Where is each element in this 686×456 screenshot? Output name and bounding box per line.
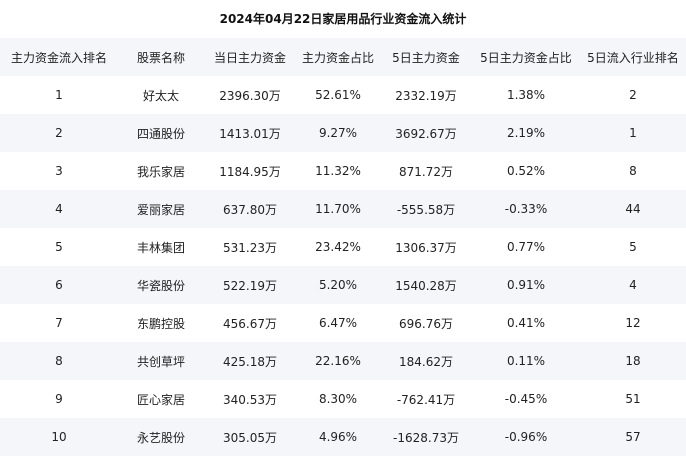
cell-stock-name: 匠心家居: [118, 380, 204, 418]
cell-rank: 7: [0, 304, 118, 342]
table-row: 5 丰林集团 531.23万 23.42% 1306.37万 0.77% 5: [0, 228, 686, 266]
cell-5day-industry-rank: 12: [580, 304, 686, 342]
header-5day-main-fund-ratio: 5日主力资金占比: [472, 38, 580, 76]
header-inflow-rank: 主力资金流入排名: [0, 38, 118, 76]
cell-main-fund-ratio: 8.30%: [296, 380, 380, 418]
table-row: 10 永艺股份 305.05万 4.96% -1628.73万 -0.96% 5…: [0, 418, 686, 456]
cell-daily-main-fund: 637.80万: [204, 190, 296, 228]
cell-5day-industry-rank: 57: [580, 418, 686, 456]
header-daily-main-fund: 当日主力资金: [204, 38, 296, 76]
cell-5day-industry-rank: 51: [580, 380, 686, 418]
table-row: 9 匠心家居 340.53万 8.30% -762.41万 -0.45% 51: [0, 380, 686, 418]
cell-5day-main-fund: 871.72万: [380, 152, 472, 190]
cell-5day-main-fund-ratio: -0.45%: [472, 380, 580, 418]
cell-stock-name: 我乐家居: [118, 152, 204, 190]
cell-rank: 9: [0, 380, 118, 418]
cell-main-fund-ratio: 9.27%: [296, 114, 380, 152]
cell-daily-main-fund: 1413.01万: [204, 114, 296, 152]
cell-main-fund-ratio: 11.32%: [296, 152, 380, 190]
cell-5day-main-fund: 1540.28万: [380, 266, 472, 304]
cell-rank: 8: [0, 342, 118, 380]
cell-rank: 6: [0, 266, 118, 304]
cell-5day-main-fund: -762.41万: [380, 380, 472, 418]
cell-stock-name: 爱丽家居: [118, 190, 204, 228]
cell-5day-main-fund: -1628.73万: [380, 418, 472, 456]
cell-5day-industry-rank: 18: [580, 342, 686, 380]
cell-5day-main-fund: 184.62万: [380, 342, 472, 380]
cell-5day-main-fund-ratio: 0.91%: [472, 266, 580, 304]
cell-5day-main-fund: 1306.37万: [380, 228, 472, 266]
page-title: 2024年04月22日家居用品行业资金流入统计: [219, 12, 467, 26]
table-row: 2 四通股份 1413.01万 9.27% 3692.67万 2.19% 1: [0, 114, 686, 152]
table-row: 1 好太太 2396.30万 52.61% 2332.19万 1.38% 2: [0, 76, 686, 114]
cell-5day-main-fund: 3692.67万: [380, 114, 472, 152]
cell-main-fund-ratio: 6.47%: [296, 304, 380, 342]
cell-stock-name: 好太太: [118, 76, 204, 114]
cell-daily-main-fund: 305.05万: [204, 418, 296, 456]
cell-5day-main-fund-ratio: 0.41%: [472, 304, 580, 342]
cell-5day-main-fund-ratio: -0.33%: [472, 190, 580, 228]
table-header-row: 主力资金流入排名 股票名称 当日主力资金 主力资金占比 5日主力资金 5日主力资…: [0, 38, 686, 76]
table-row: 4 爱丽家居 637.80万 11.70% -555.58万 -0.33% 44: [0, 190, 686, 228]
cell-5day-main-fund: 2332.19万: [380, 76, 472, 114]
cell-5day-industry-rank: 4: [580, 266, 686, 304]
fund-inflow-table: 主力资金流入排名 股票名称 当日主力资金 主力资金占比 5日主力资金 5日主力资…: [0, 38, 686, 456]
cell-daily-main-fund: 522.19万: [204, 266, 296, 304]
cell-stock-name: 丰林集团: [118, 228, 204, 266]
cell-stock-name: 华瓷股份: [118, 266, 204, 304]
cell-5day-main-fund-ratio: 2.19%: [472, 114, 580, 152]
header-5day-industry-rank: 5日流入行业排名: [580, 38, 686, 76]
cell-main-fund-ratio: 23.42%: [296, 228, 380, 266]
table-row: 6 华瓷股份 522.19万 5.20% 1540.28万 0.91% 4: [0, 266, 686, 304]
cell-daily-main-fund: 425.18万: [204, 342, 296, 380]
cell-rank: 3: [0, 152, 118, 190]
cell-5day-main-fund-ratio: 0.52%: [472, 152, 580, 190]
table-row: 7 东鹏控股 456.67万 6.47% 696.76万 0.41% 12: [0, 304, 686, 342]
cell-rank: 5: [0, 228, 118, 266]
cell-main-fund-ratio: 5.20%: [296, 266, 380, 304]
cell-5day-main-fund-ratio: 0.77%: [472, 228, 580, 266]
cell-main-fund-ratio: 52.61%: [296, 76, 380, 114]
cell-rank: 1: [0, 76, 118, 114]
cell-5day-main-fund-ratio: -0.96%: [472, 418, 580, 456]
cell-5day-industry-rank: 2: [580, 76, 686, 114]
cell-daily-main-fund: 340.53万: [204, 380, 296, 418]
cell-stock-name: 共创草坪: [118, 342, 204, 380]
cell-stock-name: 四通股份: [118, 114, 204, 152]
cell-5day-industry-rank: 1: [580, 114, 686, 152]
cell-5day-industry-rank: 5: [580, 228, 686, 266]
cell-daily-main-fund: 531.23万: [204, 228, 296, 266]
cell-5day-industry-rank: 8: [580, 152, 686, 190]
cell-main-fund-ratio: 11.70%: [296, 190, 380, 228]
cell-5day-industry-rank: 44: [580, 190, 686, 228]
cell-5day-main-fund: -555.58万: [380, 190, 472, 228]
cell-daily-main-fund: 2396.30万: [204, 76, 296, 114]
cell-stock-name: 永艺股份: [118, 418, 204, 456]
cell-daily-main-fund: 456.67万: [204, 304, 296, 342]
header-main-fund-ratio: 主力资金占比: [296, 38, 380, 76]
cell-rank: 2: [0, 114, 118, 152]
cell-daily-main-fund: 1184.95万: [204, 152, 296, 190]
cell-stock-name: 东鹏控股: [118, 304, 204, 342]
header-5day-main-fund: 5日主力资金: [380, 38, 472, 76]
cell-5day-main-fund-ratio: 0.11%: [472, 342, 580, 380]
cell-5day-main-fund-ratio: 1.38%: [472, 76, 580, 114]
cell-main-fund-ratio: 22.16%: [296, 342, 380, 380]
table-row: 3 我乐家居 1184.95万 11.32% 871.72万 0.52% 8: [0, 152, 686, 190]
table-row: 8 共创草坪 425.18万 22.16% 184.62万 0.11% 18: [0, 342, 686, 380]
cell-rank: 4: [0, 190, 118, 228]
cell-5day-main-fund: 696.76万: [380, 304, 472, 342]
cell-rank: 10: [0, 418, 118, 456]
cell-main-fund-ratio: 4.96%: [296, 418, 380, 456]
header-stock-name: 股票名称: [118, 38, 204, 76]
